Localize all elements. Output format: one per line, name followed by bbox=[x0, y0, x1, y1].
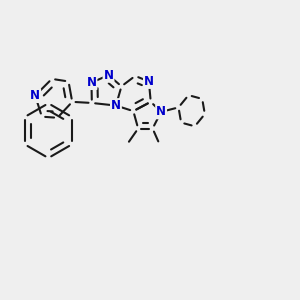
Text: N: N bbox=[103, 69, 113, 82]
Text: N: N bbox=[30, 89, 40, 102]
Text: N: N bbox=[111, 99, 121, 112]
Text: N: N bbox=[86, 76, 97, 89]
Text: N: N bbox=[156, 105, 166, 119]
Text: N: N bbox=[144, 75, 154, 88]
